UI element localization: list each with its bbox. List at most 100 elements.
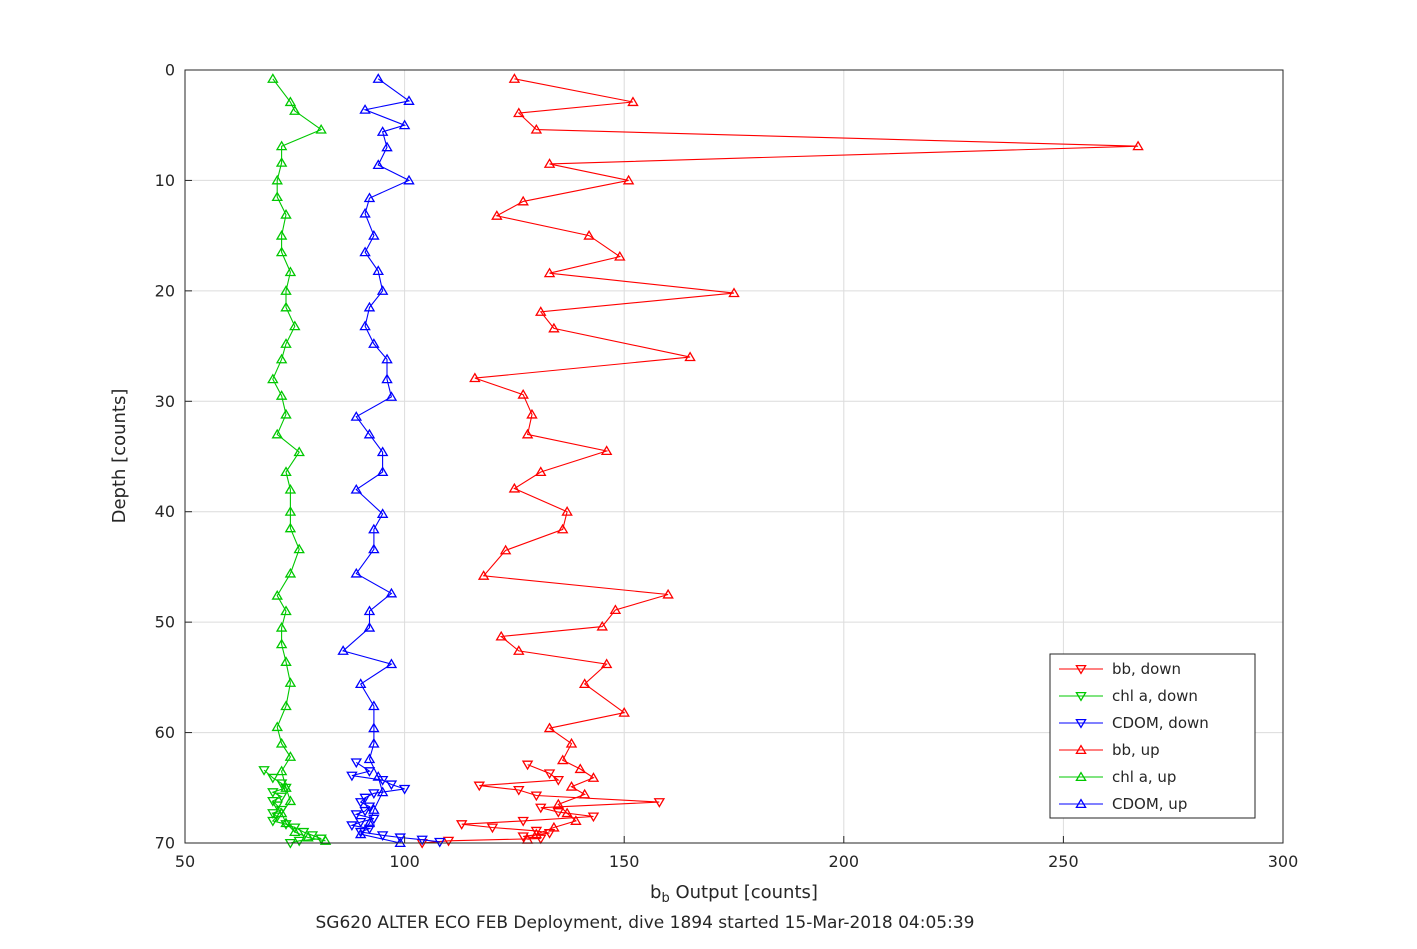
triangle-up-marker-icon	[359, 320, 371, 331]
triangle-up-marker-icon	[280, 605, 292, 616]
triangle-up-marker-icon	[280, 466, 292, 477]
triangle-up-marker-icon	[609, 604, 622, 615]
triangle-up-marker-icon	[372, 73, 384, 83]
triangle-up-marker-icon	[556, 754, 569, 765]
triangle-up-marker-icon	[381, 373, 393, 384]
series-line-bb-down	[422, 764, 660, 844]
triangle-up-marker-icon	[495, 630, 507, 641]
axis-ticks	[184, 69, 1284, 844]
triangle-up-marker-icon	[363, 428, 376, 439]
triangle-up-marker-icon	[271, 191, 283, 202]
triangle-down-marker-icon	[1075, 664, 1087, 675]
triangle-up-marker-icon	[280, 301, 292, 312]
triangle-up-marker-icon	[398, 119, 411, 130]
xlabel-subscript: b	[661, 891, 669, 906]
y-tick-label: 10	[155, 171, 175, 190]
triangle-up-marker-icon	[535, 466, 547, 477]
triangle-up-marker-icon	[385, 658, 398, 669]
triangle-down-marker-icon	[653, 798, 666, 808]
triangle-up-marker-icon	[284, 677, 297, 687]
triangle-up-marker-icon	[275, 140, 288, 151]
triangle-up-marker-icon	[543, 722, 556, 733]
triangle-up-marker-icon	[548, 322, 560, 333]
triangle-down-marker-icon	[275, 792, 288, 803]
triangle-up-marker-icon	[284, 567, 297, 578]
triangle-up-marker-icon	[728, 287, 740, 298]
triangle-down-marker-icon	[543, 769, 556, 780]
x-tick-label: 250	[1048, 852, 1079, 871]
series-line-bb-up	[474, 78, 1139, 841]
triangle-up-marker-icon	[354, 828, 367, 839]
triangle-down-marker-icon	[552, 808, 565, 818]
triangle-up-marker-icon	[359, 104, 371, 114]
triangle-up-marker-icon	[561, 807, 573, 818]
triangle-up-marker-icon	[376, 446, 389, 457]
triangle-up-marker-icon	[381, 141, 393, 152]
triangle-up-marker-icon	[403, 174, 415, 185]
y-tick-label: 50	[155, 613, 175, 632]
triangle-up-marker-icon	[385, 391, 398, 401]
triangle-down-marker-icon	[530, 826, 543, 837]
triangle-up-marker-icon	[600, 658, 613, 669]
triangle-up-marker-icon	[535, 306, 547, 316]
triangle-up-marker-icon	[530, 123, 543, 134]
triangle-up-marker-icon	[271, 428, 283, 439]
triangle-up-marker-icon	[491, 210, 503, 220]
triangle-down-marker-icon	[346, 821, 358, 832]
legend: bb, down chl a, down CDOM, down bb, up chl a…	[1049, 653, 1256, 819]
triangle-up-marker-icon	[368, 737, 380, 748]
triangle-up-marker-icon	[284, 506, 297, 516]
y-tick-label: 20	[155, 281, 175, 300]
triangle-up-marker-icon	[376, 466, 389, 477]
legend-entry-cdom-up: CDOM, up	[1059, 795, 1187, 813]
triangle-up-marker-icon	[368, 543, 380, 554]
triangle-up-marker-icon	[368, 722, 380, 733]
triangle-up-marker-icon	[570, 815, 582, 825]
triangle-up-marker-icon	[543, 158, 556, 168]
triangle-up-marker-icon	[622, 174, 635, 185]
triangle-up-marker-icon	[284, 483, 297, 494]
series-bb-up	[469, 73, 1144, 844]
triangle-down-marker-icon	[416, 835, 428, 846]
triangle-up-marker-icon	[578, 678, 591, 689]
triangle-up-marker-icon	[521, 428, 534, 439]
triangle-up-marker-icon	[368, 700, 380, 711]
triangle-down-marker-icon	[293, 836, 305, 847]
triangle-up-marker-icon	[284, 795, 297, 806]
triangle-up-marker-icon	[376, 786, 389, 797]
triangle-up-marker-icon	[543, 267, 556, 278]
triangle-up-marker-icon	[275, 807, 288, 818]
triangle-down-marker-icon	[354, 817, 367, 828]
triangle-up-marker-icon	[662, 588, 674, 599]
y-tick-label: 30	[155, 392, 175, 411]
triangle-up-marker-icon	[513, 645, 525, 655]
x-tick-label: 50	[175, 852, 195, 871]
triangle-up-marker-icon	[280, 700, 292, 711]
series-chl-a-up	[267, 73, 332, 845]
triangle-up-marker-icon	[376, 285, 389, 295]
triangle-up-marker-icon	[477, 570, 490, 580]
triangle-up-marker-icon	[350, 411, 363, 421]
triangle-down-marker-icon	[267, 773, 279, 784]
triangle-down-marker-icon	[517, 832, 529, 843]
triangle-up-marker-icon	[280, 782, 292, 792]
triangle-down-marker-icon	[587, 812, 600, 823]
triangle-down-marker-icon	[354, 798, 367, 808]
triangle-up-marker-icon	[614, 250, 626, 261]
triangle-down-marker-icon	[1075, 718, 1087, 729]
triangle-up-marker-icon	[350, 483, 363, 494]
triangle-up-marker-icon	[565, 737, 578, 748]
triangle-up-marker-icon	[267, 73, 279, 83]
triangle-up-marker-icon	[469, 372, 481, 383]
triangle-up-marker-icon	[363, 817, 376, 828]
y-tick-label: 70	[155, 834, 175, 853]
triangle-up-marker-icon	[315, 123, 327, 134]
triangle-down-marker-icon	[297, 827, 310, 838]
triangle-up-marker-icon	[403, 95, 415, 105]
triangle-down-marker-icon	[517, 816, 529, 827]
xlabel-main: b	[650, 882, 661, 903]
legend-entry-chl-a-up: chl a, up	[1059, 768, 1176, 786]
triangle-up-marker-icon	[548, 821, 560, 832]
triangle-up-marker-icon	[293, 446, 305, 457]
